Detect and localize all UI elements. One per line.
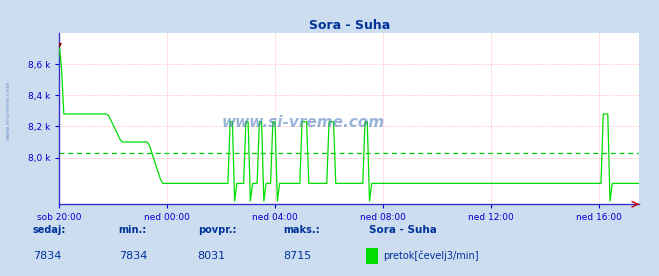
Text: sedaj:: sedaj: (33, 225, 67, 235)
Text: min.:: min.: (119, 225, 147, 235)
Text: 7834: 7834 (33, 251, 61, 261)
Text: povpr.:: povpr.: (198, 225, 236, 235)
Text: maks.:: maks.: (283, 225, 320, 235)
Title: Sora - Suha: Sora - Suha (308, 19, 390, 32)
Text: 8031: 8031 (198, 251, 226, 261)
Text: 7834: 7834 (119, 251, 147, 261)
Text: 8715: 8715 (283, 251, 312, 261)
Text: Sora - Suha: Sora - Suha (369, 225, 437, 235)
Text: www.si-vreme.com: www.si-vreme.com (5, 81, 11, 140)
Text: pretok[čevelj3/min]: pretok[čevelj3/min] (384, 251, 479, 261)
Text: www.si-vreme.com: www.si-vreme.com (221, 115, 384, 130)
